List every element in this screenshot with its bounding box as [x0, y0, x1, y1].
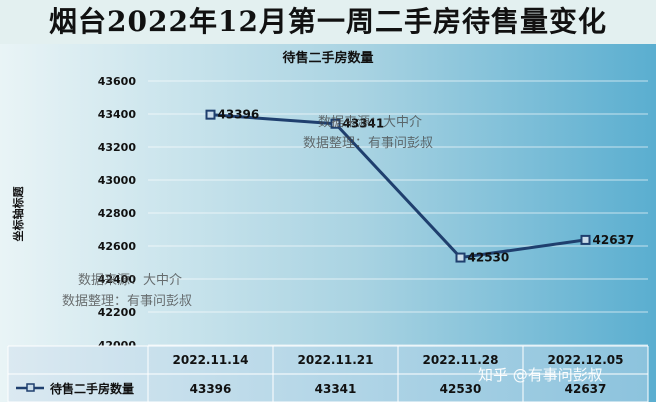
- y-tick-label: 43200: [98, 141, 137, 154]
- data-table: 2022.11.14 2022.11.21 2022.11.28 2022.12.05…: [7, 345, 649, 402]
- x-tick-label: 2022.11.21: [298, 353, 374, 367]
- x-tick-label: 2022.11.28: [423, 353, 499, 367]
- data-label: 42530: [468, 251, 510, 265]
- data-label: 42637: [593, 233, 635, 247]
- y-tick-label: 42400: [98, 273, 137, 286]
- data-point: [580, 234, 591, 245]
- watermark-source-1: 数据来源：大中介: [318, 115, 422, 130]
- y-tick-label: 43000: [98, 174, 137, 187]
- table-value: 42530: [440, 382, 482, 396]
- data-point: [455, 252, 466, 263]
- watermark-author-1: 数据整理：有事问彭叔: [303, 136, 433, 151]
- legend-marker: [26, 383, 35, 392]
- table-value: 42637: [565, 382, 607, 396]
- data-point: [205, 109, 216, 120]
- series-line: [210, 113, 586, 260]
- chart-background: [0, 44, 656, 402]
- line-chart: 待售二手房数量 坐标轴标题 42000422004240042600428004…: [0, 44, 656, 402]
- data-label: 43396: [218, 108, 260, 122]
- data-point: [330, 118, 341, 129]
- y-tick-labels: 4200042200424004260042800430004320043400…: [98, 75, 137, 352]
- chart-title: 待售二手房数量: [281, 50, 373, 66]
- x-tick-label: 2022.11.14: [173, 353, 249, 367]
- y-tick-label: 43400: [98, 108, 137, 121]
- watermark-zhihu: 知乎 @有事问彭叔: [478, 366, 603, 384]
- y-tick-label: 42800: [98, 207, 137, 220]
- y-tick-label: 43600: [98, 75, 137, 88]
- watermark-source-2: 数据来源：大中介: [78, 273, 182, 288]
- y-tick-label: 42200: [98, 306, 137, 319]
- data-label-layer: 43396 43341 42530 42637: [218, 108, 635, 265]
- x-tick-label: 2022.12.05: [548, 353, 624, 367]
- grid-lines: [148, 80, 648, 346]
- watermark-author-2: 数据整理：有事问彭叔: [62, 294, 192, 309]
- data-label: 43341: [343, 117, 385, 131]
- page-title: 烟台2022年12月第一周二手房待售量变化: [0, 0, 656, 44]
- table-value: 43341: [315, 382, 357, 396]
- table-value: 43396: [190, 382, 232, 396]
- legend-label: 待售二手房数量: [50, 381, 134, 396]
- series-layer: [205, 109, 591, 263]
- y-tick-label: 42600: [98, 240, 137, 253]
- y-axis-label: 坐标轴标题: [11, 186, 25, 242]
